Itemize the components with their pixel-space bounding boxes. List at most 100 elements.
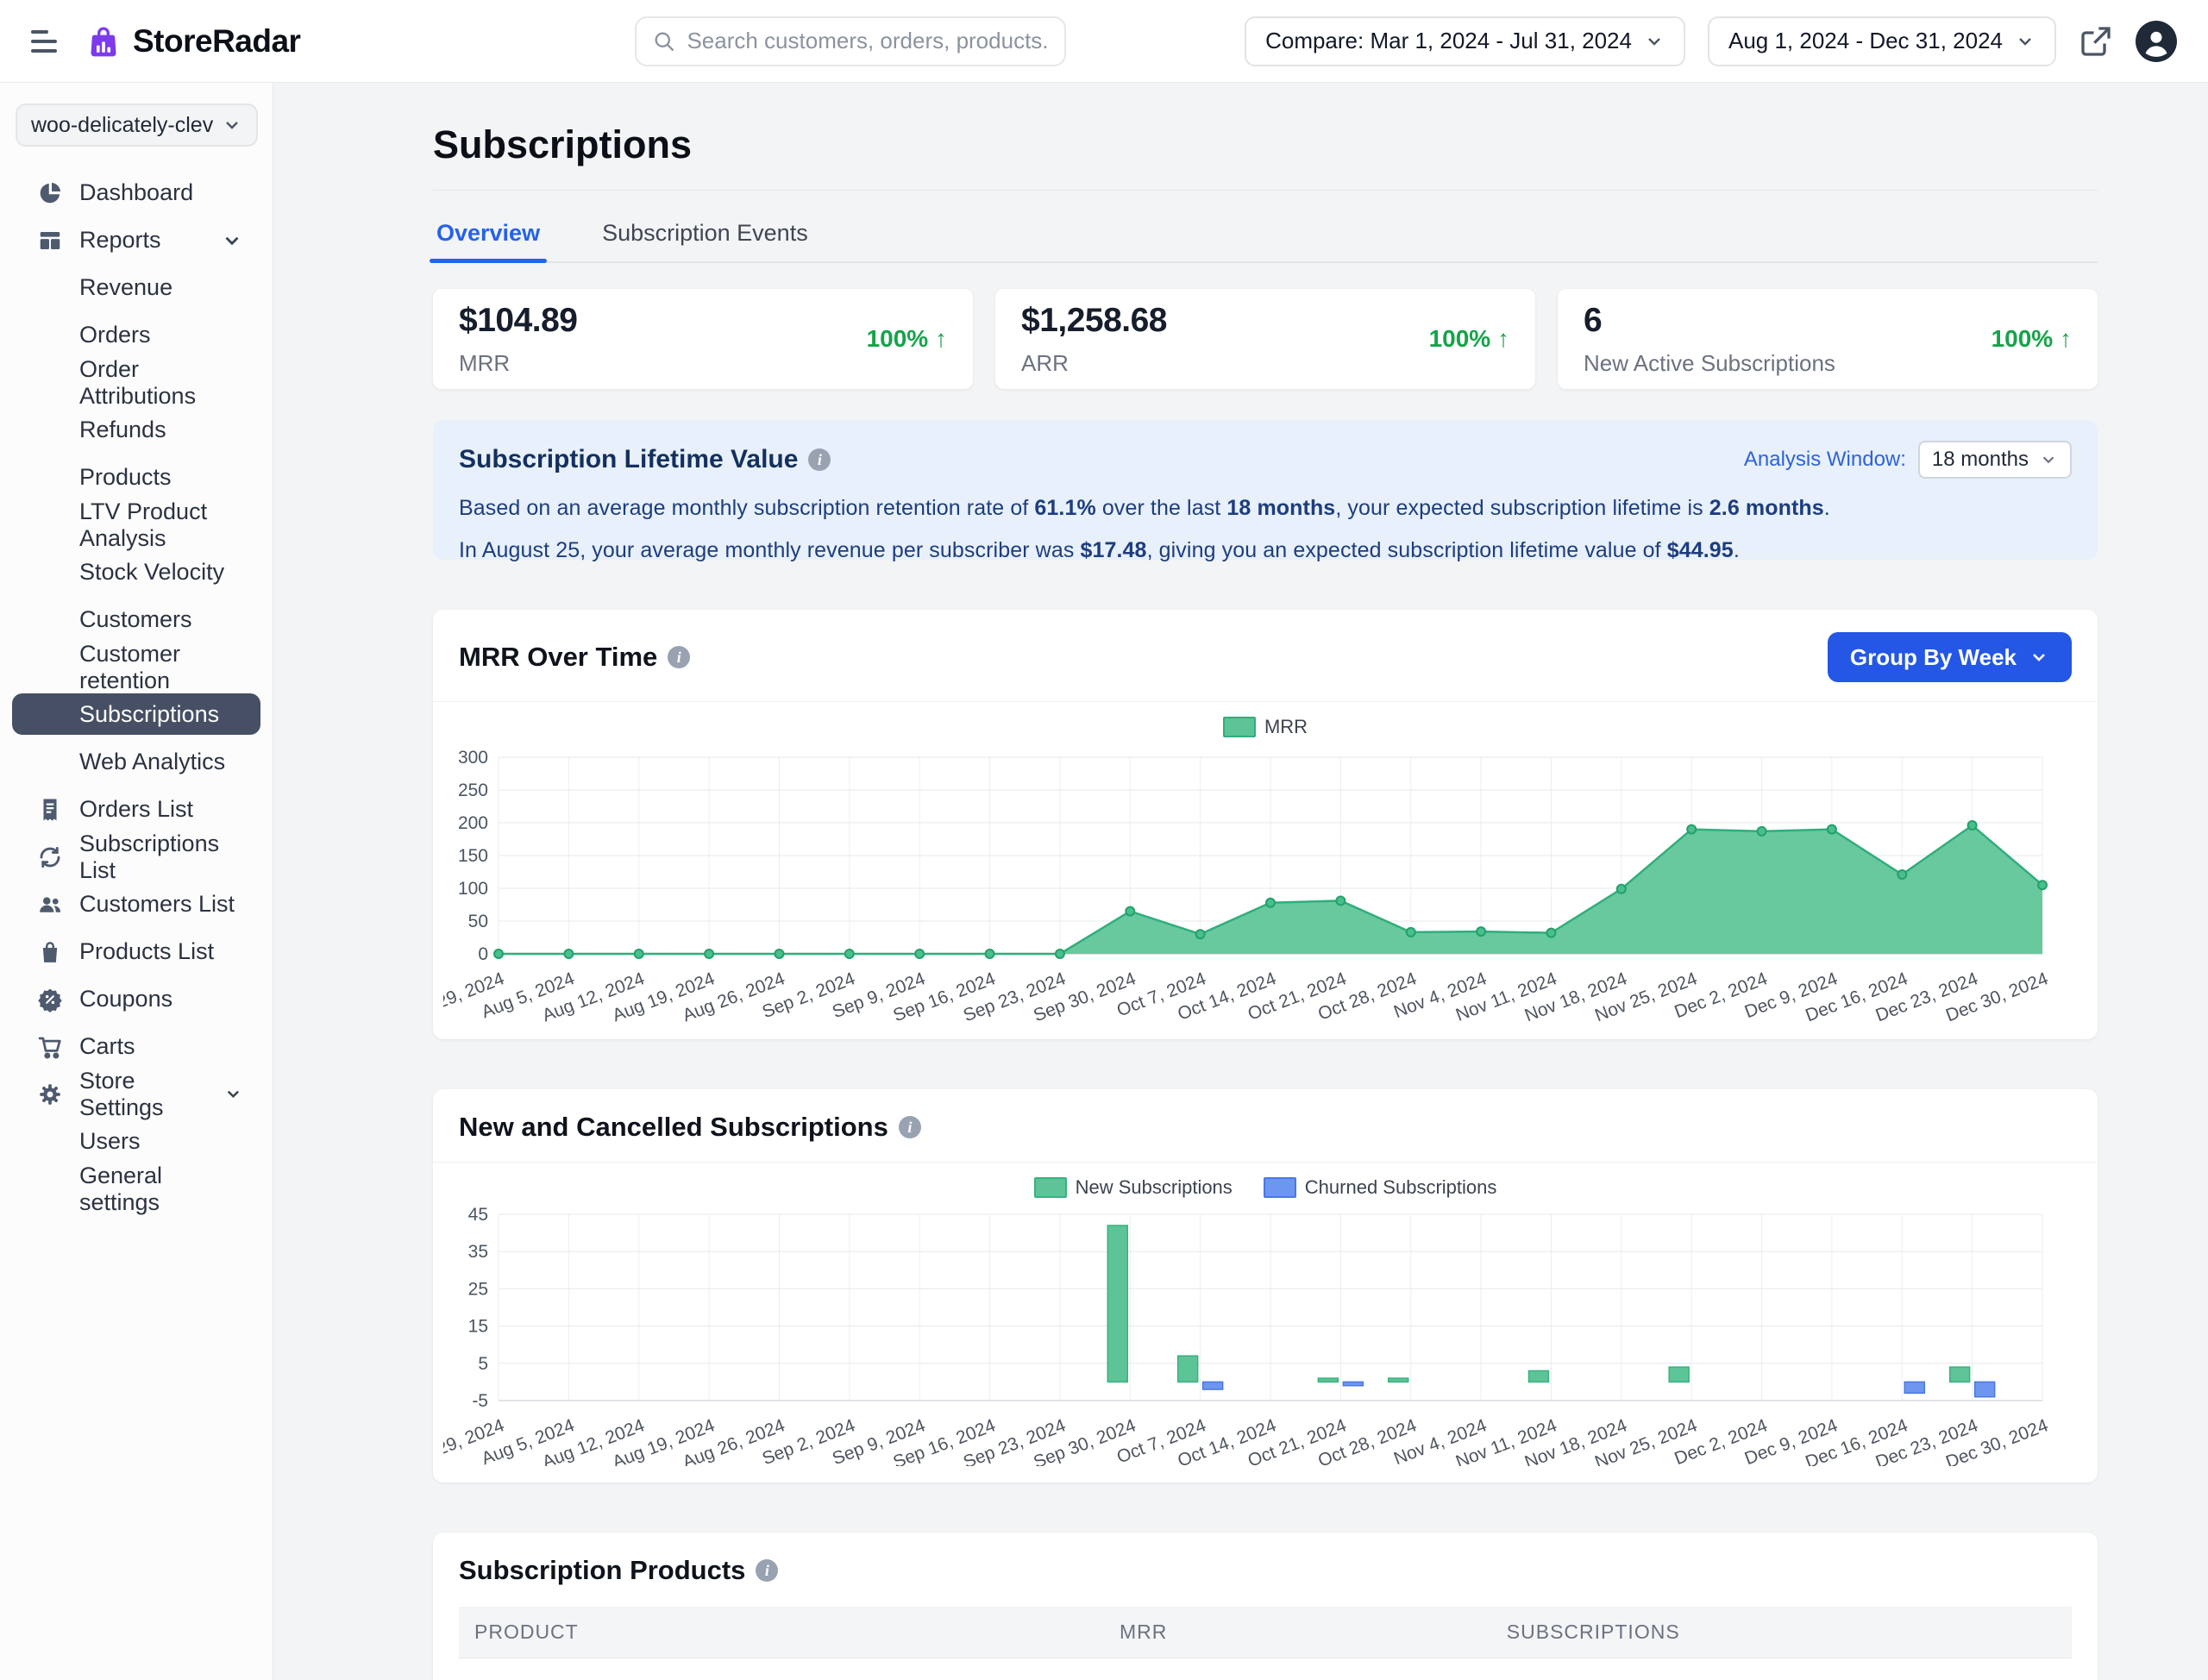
- sidebar-item-products-list[interactable]: Products List: [12, 928, 260, 975]
- sidebar-item-users[interactable]: Users: [12, 1118, 260, 1165]
- legend-swatch: [1264, 1177, 1296, 1198]
- info-icon[interactable]: i: [899, 1116, 921, 1138]
- svg-text:250: 250: [458, 780, 488, 800]
- analysis-window-select[interactable]: 18 months: [1918, 441, 2072, 479]
- sidebar-item-order-attributions[interactable]: Order Attributions: [12, 359, 260, 406]
- info-icon[interactable]: i: [668, 646, 690, 668]
- tab-overview[interactable]: Overview: [433, 208, 543, 261]
- sidebar-item-web-analytics[interactable]: Web Analytics: [12, 738, 260, 786]
- sidebar-item-subscriptions-list[interactable]: Subscriptions List: [12, 833, 260, 881]
- sidebar-item-coupons[interactable]: Coupons: [12, 975, 260, 1023]
- sidebar-item-store-settings[interactable]: Store Settings: [12, 1070, 260, 1118]
- sidebar-item-stock-velocity[interactable]: Stock Velocity: [12, 549, 260, 596]
- external-link-icon[interactable]: [2079, 24, 2113, 59]
- sidebar-item-label: Orders List: [79, 796, 193, 823]
- app-logo: StoreRadar: [85, 22, 300, 60]
- date-range-dropdown[interactable]: Aug 1, 2024 - Dec 31, 2024: [1708, 16, 2056, 66]
- legend-swatch: [1034, 1177, 1067, 1198]
- tab-bar: Overview Subscription Events: [433, 208, 2098, 263]
- table-cell: 5: [1491, 1658, 2072, 1680]
- svg-text:300: 300: [458, 748, 488, 768]
- chevron-down-icon: [2029, 647, 2049, 668]
- sidebar-item-label: Carts: [79, 1033, 135, 1060]
- sidebar-item-products[interactable]: Products: [12, 454, 260, 501]
- legend-item-mrr: MRR: [1223, 716, 1308, 738]
- table-cell: $74.13: [1104, 1658, 1491, 1680]
- users-icon: [36, 891, 64, 918]
- sidebar-item-ltv-product-analysis[interactable]: LTV Product Analysis: [12, 501, 260, 549]
- sidebar-item-carts[interactable]: Carts: [12, 1023, 260, 1070]
- search-box[interactable]: [635, 16, 1066, 66]
- sidebar-item-general-settings[interactable]: General settings: [12, 1165, 260, 1213]
- subscription-products-card: Subscription Products i PRODUCTMRRSUBSCR…: [433, 1533, 2098, 1680]
- app-title: StoreRadar: [133, 23, 300, 60]
- columns-icon: [36, 227, 64, 254]
- sidebar-item-label: Subscriptions List: [79, 831, 243, 884]
- cart-icon: [36, 1033, 64, 1061]
- sidebar-item-customers[interactable]: Customers: [12, 596, 260, 643]
- sidebar-item-label: General settings: [79, 1163, 243, 1216]
- avatar-icon: [2136, 22, 2176, 61]
- table-row: Virtual Product 1$74.135: [459, 1658, 2072, 1680]
- sidebar-item-dashboard[interactable]: Dashboard: [12, 169, 260, 216]
- svg-text:-5: -5: [472, 1391, 488, 1411]
- sidebar-item-label: Stock Velocity: [79, 559, 224, 586]
- sidebar-item-label: Revenue: [79, 274, 172, 301]
- pie-chart-icon: [36, 179, 64, 207]
- mrr-chart-legend: MRR: [433, 707, 2098, 747]
- legend-item-new-subscriptions: New Subscriptions: [1034, 1176, 1233, 1199]
- svg-text:5: 5: [478, 1354, 488, 1374]
- sidebar-item-label: Orders: [79, 322, 151, 348]
- compare-range-dropdown[interactable]: Compare: Mar 1, 2024 - Jul 31, 2024: [1245, 16, 1685, 66]
- group-by-label: Group By Week: [1850, 644, 2017, 671]
- subs-chart-title: New and Cancelled Subscriptions: [459, 1112, 888, 1143]
- table-column-product: PRODUCT: [459, 1607, 1104, 1658]
- tab-subscription-events[interactable]: Subscription Events: [599, 208, 812, 261]
- svg-text:25: 25: [468, 1279, 488, 1299]
- sidebar-item-label: Order Attributions: [79, 356, 243, 410]
- sidebar-item-reports[interactable]: Reports: [12, 216, 260, 264]
- chevron-down-icon: [221, 229, 243, 252]
- sidebar-item-customer-retention[interactable]: Customer retention: [12, 643, 260, 691]
- info-icon[interactable]: i: [808, 448, 831, 471]
- chevron-down-icon: [2015, 31, 2036, 52]
- sidebar-item-subscriptions[interactable]: Subscriptions: [12, 693, 260, 735]
- kpi-card-mrr: $104.89 MRR 100% ↑: [433, 289, 973, 389]
- sidebar-item-revenue[interactable]: Revenue: [12, 264, 260, 311]
- analysis-window-label: Analysis Window:: [1744, 448, 1906, 472]
- search-input[interactable]: [687, 28, 1049, 54]
- refresh-icon: [36, 843, 64, 871]
- lifetime-value-text: Based on an average monthly subscription…: [459, 496, 2072, 563]
- kpi-value: $104.89: [459, 302, 577, 340]
- kpi-label: ARR: [1021, 350, 1167, 377]
- mrr-chart-title: MRR Over Time: [459, 642, 657, 673]
- sidebar-item-refunds[interactable]: Refunds: [12, 406, 260, 454]
- main-content: Subscriptions Overview Subscription Event…: [273, 83, 2208, 1680]
- group-by-week-button[interactable]: Group By Week: [1828, 632, 2072, 682]
- subscription-products-table: PRODUCTMRRSUBSCRIPTIONS Virtual Product …: [459, 1607, 2072, 1680]
- table-cell: Virtual Product 1: [459, 1658, 1104, 1680]
- kpi-label: New Active Subscriptions: [1584, 350, 1835, 377]
- sidebar-item-label: Customer retention: [79, 641, 243, 694]
- svg-text:0: 0: [478, 944, 488, 964]
- sidebar-item-orders-list[interactable]: Orders List: [12, 786, 260, 833]
- lifetime-value-line: In August 25, your average monthly reven…: [459, 538, 2072, 563]
- avatar[interactable]: [2136, 21, 2177, 62]
- menu-icon[interactable]: [31, 28, 62, 54]
- kpi-card-arr: $1,258.68 ARR 100% ↑: [995, 289, 1535, 389]
- sidebar-item-label: Customers: [79, 606, 192, 633]
- mrr-chart[interactable]: 300250200150100500Jul 29, 2024Aug 5, 202…: [433, 747, 2098, 1039]
- kpi-delta: 100% ↑: [1429, 325, 1509, 353]
- lifetime-value-panel: Subscription Lifetime Value i Analysis W…: [433, 420, 2098, 560]
- sidebar-item-label: Store Settings: [79, 1068, 208, 1121]
- chevron-down-icon: [2039, 450, 2058, 469]
- sidebar-item-label: Subscriptions: [79, 701, 219, 728]
- subs-chart[interactable]: 453525155-5Jul 29, 2024Aug 5, 2024Aug 12…: [433, 1207, 2098, 1483]
- info-icon[interactable]: i: [756, 1559, 778, 1582]
- svg-text:100: 100: [458, 879, 488, 899]
- sidebar-item-customers-list[interactable]: Customers List: [12, 881, 260, 928]
- sidebar-item-orders[interactable]: Orders: [12, 311, 260, 359]
- chevron-down-icon: [222, 115, 242, 135]
- page-title: Subscriptions: [433, 122, 2098, 167]
- store-selector[interactable]: woo-delicately-clever-nach: [16, 103, 258, 147]
